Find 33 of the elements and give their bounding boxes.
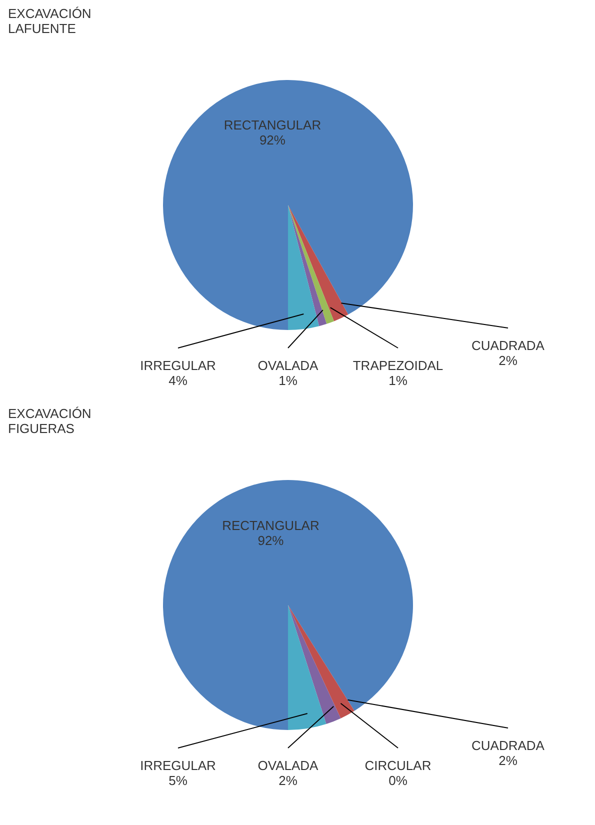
slice-label: OVALADA [258,358,319,373]
slice-label: CUADRADA [472,338,545,353]
data-label: 1% [278,373,298,388]
data-label: 1% [388,373,408,388]
data-label: 2% [498,353,518,368]
data-label: 5% [168,773,188,788]
pie-slice [163,480,413,730]
slice-label: TRAPEZOIDAL [352,358,444,373]
slice-label: RECTANGULAR [224,117,322,132]
text: 0% [388,773,408,788]
text: EXCAVACIÓN [8,406,92,421]
pie-slice [163,80,413,330]
text: EXCAVACIÓN [8,6,92,21]
pie-slice [288,205,327,326]
pie-slice [288,605,354,718]
pie-slice [288,205,320,330]
data-label: 92% [258,532,284,548]
pie-slice [288,605,341,724]
pie-slice [288,205,334,324]
data-label: 2% [278,773,298,788]
slice-label: IRREGULAR [140,358,216,373]
data-label: 4% [168,373,188,388]
data-label: 2% [498,753,518,768]
category-label: CIRCULAR [364,758,432,773]
text: FIGUERAS [8,421,74,436]
slice-label: CUADRADA [472,738,545,753]
pie-slice [288,605,326,730]
slice-label: OVALADA [258,758,319,773]
pie-slice [288,205,348,322]
data-label: 92% [259,132,286,148]
slice-label: IRREGULAR [140,758,216,773]
slice-label: RECTANGULAR [222,518,320,533]
text: LAFUENTE [8,21,76,36]
